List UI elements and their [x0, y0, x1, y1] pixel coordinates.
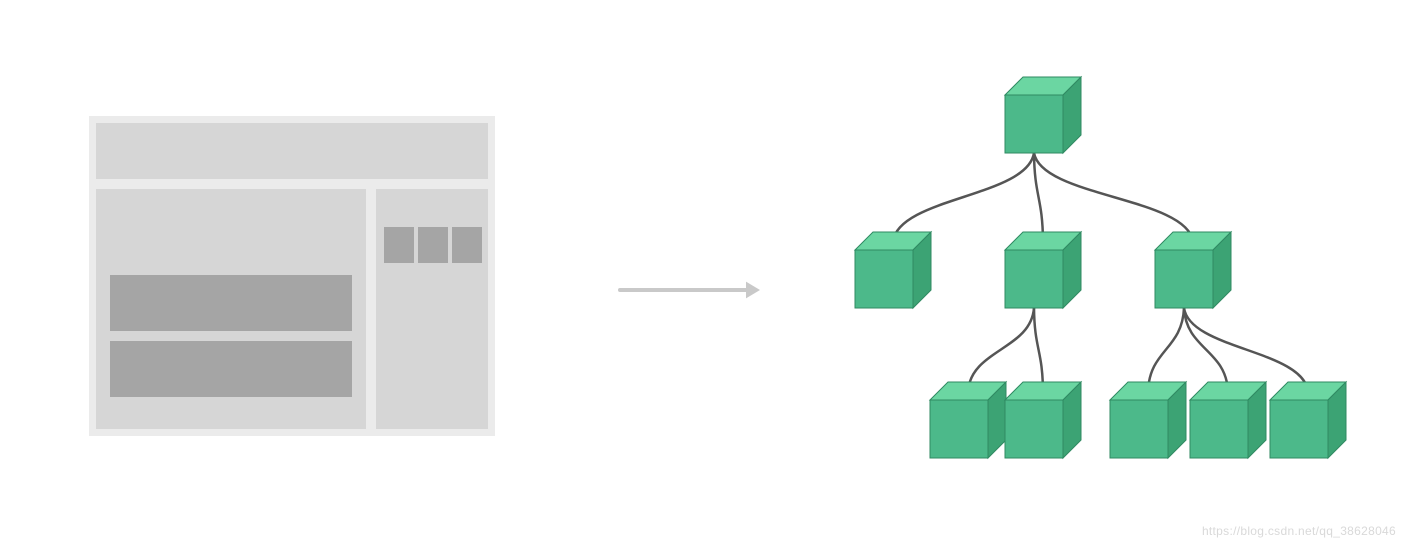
tree-node-cube — [1110, 382, 1186, 458]
wireframe-layout — [84, 111, 500, 441]
wireframe-aside-cell — [452, 227, 482, 263]
tree-edge — [1184, 308, 1308, 391]
tree-node-cube — [1005, 77, 1081, 153]
tree-nodes — [855, 77, 1346, 458]
diagram-canvas — [0, 0, 1406, 544]
cube-front-face — [1005, 400, 1063, 458]
cube-front-face — [855, 250, 913, 308]
wireframe-main-row — [110, 341, 352, 397]
wireframe-main-row — [110, 275, 352, 331]
tree-edge — [1148, 308, 1184, 391]
wireframe-aside-cell — [418, 227, 448, 263]
cube-front-face — [1005, 250, 1063, 308]
cube-front-face — [1190, 400, 1248, 458]
cube-front-face — [1110, 400, 1168, 458]
tree-node-cube — [1190, 382, 1266, 458]
wireframe-aside — [376, 189, 488, 429]
tree-node-cube — [1155, 232, 1231, 308]
tree-node-cube — [1270, 382, 1346, 458]
tree-edge — [893, 153, 1034, 241]
cube-front-face — [1005, 95, 1063, 153]
tree-edge — [968, 308, 1034, 391]
tree-node-cube — [930, 382, 1006, 458]
tree-node-cube — [1005, 382, 1081, 458]
tree-edges — [893, 153, 1308, 391]
tree-edge — [1034, 308, 1043, 391]
transform-arrow — [620, 282, 760, 299]
arrow-head — [746, 282, 760, 299]
cube-front-face — [930, 400, 988, 458]
cube-front-face — [1270, 400, 1328, 458]
tree-node-cube — [1005, 232, 1081, 308]
watermark-text: https://blog.csdn.net/qq_38628046 — [1202, 524, 1396, 538]
cube-front-face — [1155, 250, 1213, 308]
wireframe-header — [96, 123, 488, 179]
tree-edge — [1034, 153, 1193, 241]
tree-node-cube — [855, 232, 931, 308]
wireframe-aside-cell — [384, 227, 414, 263]
